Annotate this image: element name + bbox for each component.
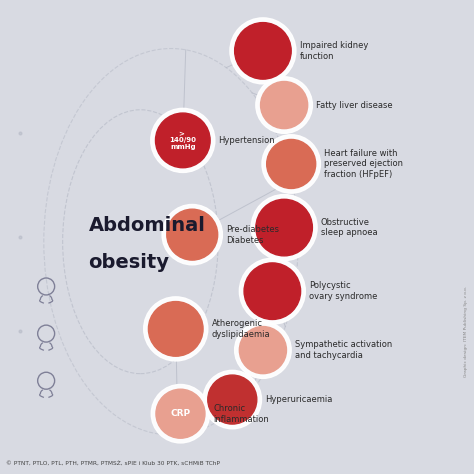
Circle shape — [251, 195, 317, 261]
Text: Graphic design: ITEM Publishing Sp. z o.o.: Graphic design: ITEM Publishing Sp. z o.… — [464, 286, 467, 377]
Circle shape — [151, 109, 215, 173]
Text: Obstructive
sleep apnoea: Obstructive sleep apnoea — [321, 218, 377, 237]
Text: obesity: obesity — [89, 254, 170, 273]
Text: Pre-diabetes
Diabetes: Pre-diabetes Diabetes — [226, 225, 279, 245]
Circle shape — [239, 258, 305, 324]
Text: Sympathetic activation
and tachycardia: Sympathetic activation and tachycardia — [295, 340, 392, 360]
Text: Hypertension: Hypertension — [219, 136, 275, 145]
Text: Chronic
inflammation: Chronic inflammation — [213, 404, 269, 424]
Circle shape — [267, 139, 316, 189]
Circle shape — [244, 263, 301, 319]
Text: Impaired kidney
function: Impaired kidney function — [300, 41, 368, 61]
Circle shape — [262, 135, 320, 193]
Text: Atherogenic
dyslipidaemia: Atherogenic dyslipidaemia — [211, 319, 270, 339]
Circle shape — [156, 389, 205, 438]
Text: Heart failure with
preserved ejection
fraction (HFpEF): Heart failure with preserved ejection fr… — [324, 149, 403, 179]
Circle shape — [144, 297, 208, 361]
Circle shape — [256, 199, 312, 256]
Circle shape — [208, 375, 257, 424]
Circle shape — [261, 82, 308, 128]
Circle shape — [235, 322, 291, 378]
Circle shape — [148, 301, 203, 356]
Text: © PTNT, PTLO, PTL, PTH, PTMR, PTMSŻ, sPIE i Klub 30 PTK, sCHMiB TChP: © PTNT, PTLO, PTL, PTH, PTMR, PTMSŻ, sPI… — [6, 462, 220, 467]
Circle shape — [230, 18, 296, 84]
Circle shape — [256, 77, 312, 133]
Circle shape — [235, 23, 291, 79]
Text: Fatty liver disease: Fatty liver disease — [316, 100, 393, 109]
Text: Polycystic
ovary syndrome: Polycystic ovary syndrome — [309, 281, 377, 301]
Text: > 
140/90
mmHg: > 140/90 mmHg — [169, 131, 196, 150]
Circle shape — [239, 327, 286, 374]
Circle shape — [167, 209, 218, 260]
Text: CRP: CRP — [170, 409, 191, 418]
Circle shape — [162, 204, 222, 265]
Circle shape — [155, 113, 210, 168]
Circle shape — [151, 384, 210, 443]
Text: Hyperuricaemia: Hyperuricaemia — [265, 395, 333, 404]
Circle shape — [203, 370, 262, 429]
Text: Abdominal: Abdominal — [89, 216, 205, 235]
